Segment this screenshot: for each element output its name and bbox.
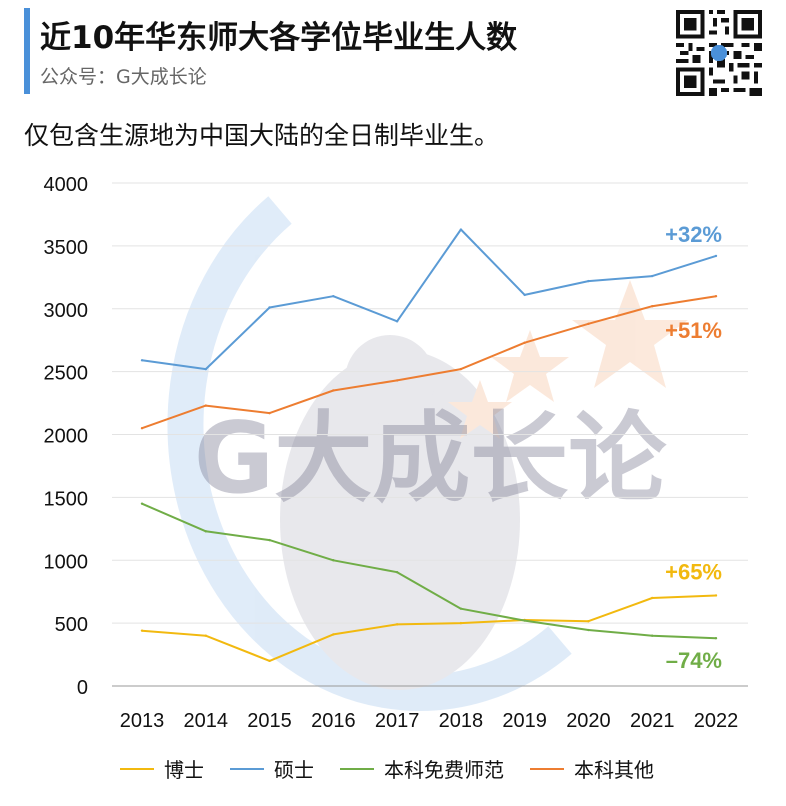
data-point (523, 619, 526, 622)
data-point (332, 559, 335, 562)
data-point (268, 538, 271, 542)
data-point (204, 634, 207, 637)
data-point (714, 254, 718, 258)
legend-item: 博士 (120, 754, 204, 783)
x-tick-label: 2020 (566, 710, 611, 732)
change-annotation: +51% (665, 318, 722, 343)
data-point (459, 607, 463, 610)
chart-note: 仅包含生源地为中国大陆的全日制毕业生。 (24, 121, 500, 150)
data-point (204, 530, 207, 533)
change-annotation: –74% (666, 648, 722, 673)
x-tick-label: 2016 (311, 710, 356, 732)
legend-label: 本科其他 (574, 758, 654, 782)
data-point (140, 359, 144, 362)
page-subtitle: 公众号：G大成长论 (40, 66, 207, 88)
data-point (332, 389, 335, 392)
change-annotation: +65% (665, 559, 722, 584)
y-tick-label: 3500 (44, 237, 89, 259)
change-annotation: +32% (665, 222, 722, 247)
data-point (395, 570, 399, 574)
x-tick-label: 2017 (375, 710, 420, 732)
legend-swatch (340, 767, 374, 770)
data-point (651, 596, 654, 600)
x-tick-label: 2019 (502, 710, 547, 732)
page-title: 近10年华东师大各学位毕业生人数 (40, 20, 518, 56)
legend-item: 本科其他 (530, 754, 654, 783)
data-point (714, 294, 718, 298)
series-line-1 (141, 228, 717, 371)
legend-item: 本科免费师范 (340, 754, 504, 783)
data-point (587, 620, 590, 623)
data-point (395, 320, 399, 323)
data-point (459, 621, 463, 625)
legend-swatch (230, 767, 264, 770)
data-point (714, 594, 718, 597)
line-chart: 0 500 1000 1500 2000 2500 3000 3500 4000 2013 2014… (44, 174, 748, 732)
data-point (714, 637, 718, 640)
data-point (651, 274, 654, 278)
y-tick-label: 1000 (44, 551, 89, 573)
data-point (395, 623, 399, 626)
x-tick-label: 2022 (694, 710, 739, 732)
data-point (268, 411, 271, 415)
y-tick-label: 2000 (44, 426, 89, 448)
data-point (459, 228, 463, 231)
data-point (651, 305, 654, 308)
data-point (587, 628, 590, 632)
legend-swatch (530, 767, 564, 770)
data-point (140, 629, 144, 632)
y-tick-label: 0 (77, 677, 88, 699)
data-point (587, 322, 590, 326)
y-tick-label: 3000 (44, 300, 89, 322)
series-line-3 (141, 295, 717, 430)
data-point (459, 367, 463, 371)
chart-legend: 博士 硕士 本科免费师范 本科其他 (120, 754, 654, 783)
data-point (268, 659, 271, 663)
qr-code-icon (676, 10, 762, 96)
data-point (204, 367, 207, 371)
data-point (395, 379, 399, 382)
y-tick-label: 2500 (44, 363, 89, 385)
x-tick-label: 2021 (630, 710, 675, 732)
data-point (332, 633, 335, 636)
data-point (587, 279, 590, 283)
x-tick-label: 2015 (247, 710, 292, 732)
data-point (523, 341, 526, 344)
data-point (140, 427, 144, 430)
data-point (523, 293, 526, 297)
title-accent-bar (24, 8, 30, 94)
legend-item: 硕士 (230, 754, 314, 783)
y-tick-label: 4000 (44, 174, 89, 196)
series-line-0 (141, 594, 717, 662)
x-tick-label: 2013 (120, 710, 165, 732)
x-tick-label: 2014 (184, 710, 229, 732)
data-point (140, 502, 144, 505)
data-point (268, 306, 271, 309)
y-tick-label: 1500 (44, 488, 89, 510)
legend-label: 博士 (164, 758, 204, 782)
series-line-2 (141, 502, 717, 640)
legend-label: 硕士 (274, 758, 314, 782)
y-tick-label: 500 (55, 614, 88, 636)
data-point (651, 634, 654, 637)
legend-swatch (120, 767, 154, 770)
legend-label: 本科免费师范 (384, 758, 504, 782)
data-point (204, 404, 207, 407)
data-point (332, 294, 335, 298)
x-tick-label: 2018 (439, 710, 484, 732)
